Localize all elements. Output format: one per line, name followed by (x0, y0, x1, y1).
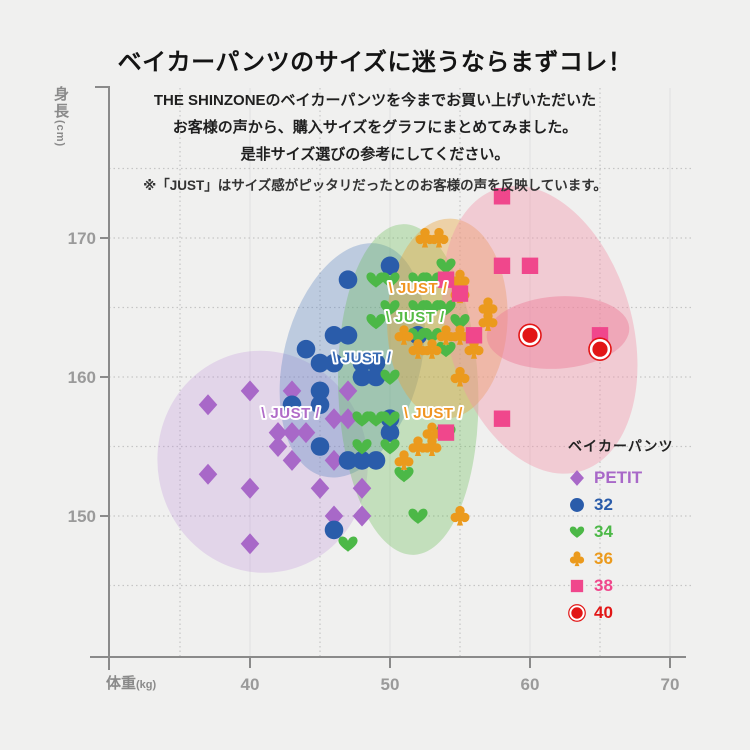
legend-item-38: 38 (568, 572, 674, 599)
point-38 (437, 424, 455, 441)
point-38 (521, 257, 539, 274)
point-40 (588, 337, 612, 362)
legend-rows: PETIT 32 34 36 38 40 (568, 464, 674, 626)
just-label: \ JUST / (386, 309, 445, 326)
y-axis-title: 身長(cm) (50, 86, 71, 147)
just-labels: \ JUST / \ JUST / \ JUST / \ JUST / \ JUST / (259, 278, 465, 424)
point-38 (493, 410, 511, 427)
x-tick-label-60: 60 (521, 675, 540, 694)
y-tick-label-170: 170 (68, 229, 96, 248)
legend-item-PETIT: PETIT (568, 464, 674, 491)
just-label: \ JUST / (388, 280, 447, 297)
legend-marker-diamond-icon (570, 469, 584, 486)
legend-item-32: 32 (568, 491, 674, 518)
just-note: ※「JUST」はサイズ感がピッタリだったとのお客様の声を反映しています。 (143, 178, 607, 193)
legend-title: ベイカーパンツ (568, 438, 674, 454)
legend-item-34: 34 (568, 518, 674, 545)
point-38 (493, 257, 511, 274)
y-axis-title-unit: (cm) (54, 120, 66, 148)
legend-label-PETIT: PETIT (594, 467, 643, 487)
axes: 150 160 170 40 50 60 70 (68, 86, 686, 694)
legend-label-34: 34 (594, 521, 613, 541)
legend-label-40: 40 (594, 602, 613, 622)
point-32 (296, 339, 316, 359)
x-tick-label-50: 50 (381, 675, 400, 694)
point-34 (338, 536, 358, 552)
legend-marker-club-icon (569, 550, 585, 566)
subtitle-line-3: 是非サイズ選びの参考にしてください。 (240, 146, 510, 163)
point-32 (366, 451, 386, 470)
legend-item-36: 36 (568, 545, 674, 572)
legend-label-36: 36 (594, 548, 613, 568)
y-axis-title-main: 身長 (52, 86, 69, 120)
legend-label-32: 32 (594, 494, 613, 514)
legend-marker-ringed-circle-icon (568, 603, 586, 622)
just-label: \ JUST / (261, 405, 320, 422)
just-label: \ JUST / (404, 405, 463, 422)
subtitle-line-2: お客様の声から、購入サイズをグラフにまとめてみました。 (172, 119, 578, 136)
point-38 (465, 327, 483, 344)
legend: ベイカーパンツ PETIT 32 34 36 38 40 (568, 436, 674, 626)
legend-marker-square-icon (570, 579, 584, 592)
subtitle-line-1: THE SHINZONEのベイカーパンツを今までお買い上げいただいた (153, 92, 597, 109)
x-tick-label-70: 70 (661, 675, 680, 694)
y-tick-label-160: 160 (68, 368, 96, 387)
point-32 (310, 437, 330, 456)
y-tick-label-150: 150 (68, 507, 96, 526)
point-38 (451, 285, 469, 302)
legend-item-40: 40 (568, 599, 674, 626)
x-axis-title-unit: (kg) (136, 679, 157, 691)
legend-marker-heart-icon (569, 525, 585, 538)
x-tick-label-40: 40 (241, 675, 260, 694)
legend-marker-circle-icon (570, 497, 584, 512)
just-label: \ JUST / (332, 350, 391, 367)
x-axis-title: 体重(kg) (106, 672, 156, 693)
point-32 (380, 256, 400, 276)
subtitle: THE SHINZONEのベイカーパンツを今までお買い上げいただいた お客様の声… (0, 87, 750, 168)
region-36 (387, 218, 508, 419)
x-axis-title-main: 体重 (106, 675, 137, 692)
point-32 (338, 326, 358, 345)
point-40 (518, 323, 542, 348)
legend-label-38: 38 (594, 575, 613, 595)
point-32 (338, 270, 358, 289)
gridlines (109, 88, 692, 657)
page-title: ベイカーパンツのサイズに迷うならまずコレ！ (117, 49, 633, 76)
point-32 (324, 520, 344, 540)
